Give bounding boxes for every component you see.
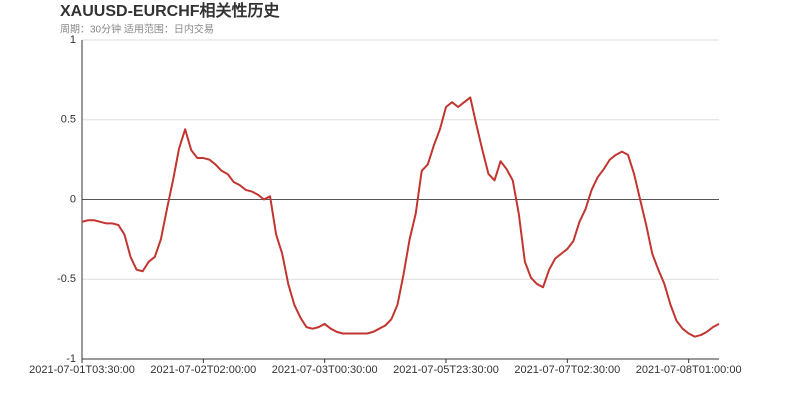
x-tick-label: 2021-07-05T23:30:00 xyxy=(393,364,499,376)
y-tick-label: 0 xyxy=(70,193,76,205)
y-tick-label: -1 xyxy=(66,353,76,365)
chart-subtitle: 周期：30分钟 适用范围：日内交易 xyxy=(60,23,214,36)
x-tick-label: 2021-07-08T01:00:00 xyxy=(636,364,742,376)
y-tick-label: -0.5 xyxy=(57,273,76,285)
x-tick-label: 2021-07-03T00:30:00 xyxy=(272,364,378,376)
y-tick-label: 0.5 xyxy=(61,114,76,126)
x-tick-label: 2021-07-01T03:30:00 xyxy=(29,364,135,376)
x-tick-label: 2021-07-07T02:30:00 xyxy=(514,364,620,376)
data-line xyxy=(81,96,720,338)
y-tick-label: 1 xyxy=(70,34,76,46)
x-tick-label: 2021-07-02T02:00:00 xyxy=(150,364,256,376)
chart-title: XAUUSD-EURCHF相关性历史 xyxy=(60,1,281,20)
